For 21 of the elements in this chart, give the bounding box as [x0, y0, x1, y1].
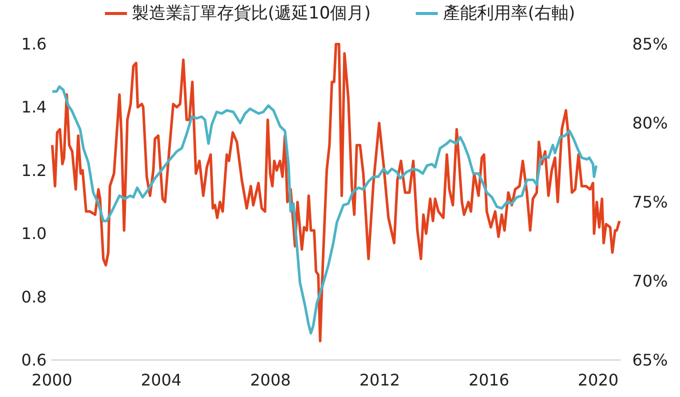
x-tick-label: 2016 [468, 370, 510, 390]
line-series [50, 85, 598, 334]
legend-label: 製造業訂單存貨比(遞延10個月) [132, 4, 371, 24]
x-tick-label: 2004 [140, 370, 182, 390]
y2-tick-label: 70% [632, 272, 668, 290]
y2-tick-label: 80% [632, 114, 668, 132]
y2-tick-label: 75% [632, 192, 668, 212]
x-tick-label: 2008 [250, 370, 291, 390]
x-tick-label: 2000 [32, 370, 72, 390]
x-tick-label: 2012 [359, 370, 400, 390]
line-series [50, 42, 621, 342]
y-tick-label: 1.6 [21, 34, 47, 54]
x-tick-label: 2020 [578, 370, 619, 390]
y-tick-label: 0.8 [21, 287, 47, 306]
y2-tick-label: 65% [632, 350, 668, 370]
y-tick-label: 0.6 [21, 350, 47, 370]
legend-label: 產能利用率(右軸) [442, 4, 576, 24]
y-tick-label: 1.2 [21, 160, 47, 180]
y-tick-label: 1.4 [21, 98, 47, 117]
y-tick-label: 1.0 [21, 224, 47, 244]
y2-tick-label: 85% [632, 34, 668, 54]
